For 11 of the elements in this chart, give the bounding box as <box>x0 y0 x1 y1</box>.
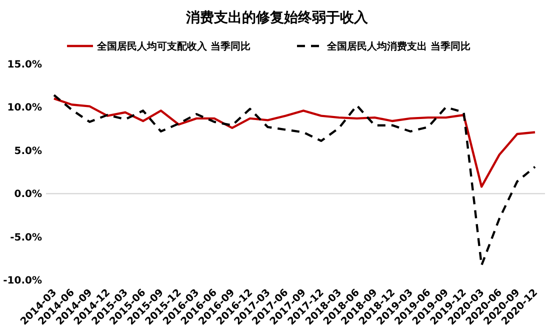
chart-title: 消费支出的修复始终弱于收入 <box>185 10 369 26</box>
y-tick-label: 10.0% <box>7 102 42 114</box>
legend-label: 全国居民人均消费支出 当季同比 <box>326 40 470 52</box>
y-tick-label: -5.0% <box>10 232 42 244</box>
legend-label: 全国居民人均可支配收入 当季同比 <box>96 40 250 52</box>
line-series <box>52 94 536 266</box>
y-tick-label: 0.0% <box>14 189 42 200</box>
y-tick-label: 15.0% <box>7 60 42 70</box>
y-tick-label: -10.0% <box>3 276 42 286</box>
y-tick-label: 5.0% <box>14 146 42 157</box>
line-series <box>52 97 536 188</box>
